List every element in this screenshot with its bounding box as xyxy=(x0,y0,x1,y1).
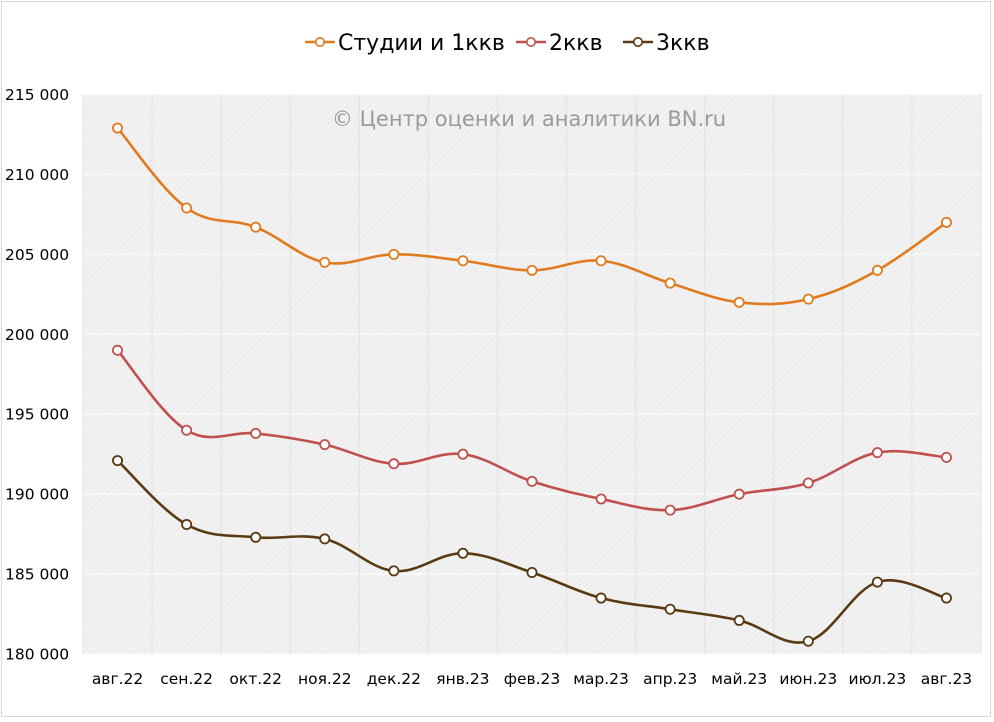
data-point xyxy=(595,592,607,604)
data-point xyxy=(526,475,538,487)
data-point xyxy=(802,477,814,489)
series-1 xyxy=(112,122,952,308)
y-tick-label: 205 000 xyxy=(5,246,69,264)
data-point xyxy=(388,565,400,577)
data-point xyxy=(664,603,676,615)
data-point xyxy=(664,504,676,516)
data-point xyxy=(733,614,745,626)
legend-item: 2ккв xyxy=(516,31,603,56)
data-point xyxy=(112,455,124,467)
data-point xyxy=(595,255,607,267)
data-point xyxy=(664,277,676,289)
plot-area xyxy=(83,94,981,654)
x-tick-label: ноя.22 xyxy=(298,670,352,688)
x-tick-label: фев.23 xyxy=(504,670,561,688)
x-tick-label: сен.22 xyxy=(160,670,213,688)
data-point xyxy=(319,533,331,545)
x-tick-label: окт.22 xyxy=(229,670,282,688)
series-3 xyxy=(112,455,952,647)
y-tick-label: 215 000 xyxy=(5,86,69,104)
data-point xyxy=(181,202,193,214)
data-point xyxy=(802,293,814,305)
data-point xyxy=(112,122,124,134)
data-point xyxy=(112,344,124,356)
y-tick-label: 180 000 xyxy=(5,646,69,664)
legend-label: 3ккв xyxy=(656,31,710,56)
data-point xyxy=(733,296,745,308)
data-point xyxy=(319,439,331,451)
x-tick-label: мар.23 xyxy=(573,670,629,688)
x-axis-ticks: авг.22 сен.22 окт.22 ноя.22 дек.22 янв.23 фев.… xyxy=(92,670,972,688)
data-point xyxy=(802,635,814,647)
data-point xyxy=(388,458,400,470)
data-point xyxy=(181,424,193,436)
data-point xyxy=(457,255,469,267)
legend-item: Студии и 1ккв xyxy=(305,31,505,56)
watermark: © Центр оценки и аналитики BN.ru xyxy=(332,107,726,131)
y-tick-label: 195 000 xyxy=(5,406,69,424)
legend-label: Студии и 1ккв xyxy=(338,31,505,56)
legend-point-marker xyxy=(632,36,643,47)
data-point xyxy=(319,256,331,268)
legend-item: 3ккв xyxy=(623,31,710,56)
series-2 xyxy=(112,344,952,516)
y-tick-label: 190 000 xyxy=(5,486,69,504)
y-tick-label: 200 000 xyxy=(5,326,69,344)
y-tick-label: 210 000 xyxy=(5,166,69,184)
data-point xyxy=(457,448,469,460)
series-layer xyxy=(112,122,952,647)
data-point xyxy=(388,248,400,260)
legend-label: 2ккв xyxy=(549,31,603,56)
data-point xyxy=(457,547,469,559)
data-point xyxy=(871,264,883,276)
x-tick-label: апр.23 xyxy=(643,670,697,688)
x-tick-label: май.23 xyxy=(711,670,767,688)
legend-point-marker xyxy=(314,36,325,47)
gridlines xyxy=(82,93,982,655)
x-tick-label: июл.23 xyxy=(849,670,907,688)
data-point xyxy=(940,451,952,463)
data-point xyxy=(526,264,538,276)
data-point xyxy=(595,493,607,505)
y-tick-label: 185 000 xyxy=(5,566,69,584)
x-tick-label: янв.23 xyxy=(436,670,489,688)
data-point xyxy=(250,427,262,439)
y-axis-ticks: 180 000 185 000 190 000 195 000 200 000 205 0… xyxy=(5,86,69,664)
data-point xyxy=(871,576,883,588)
data-point xyxy=(940,216,952,228)
x-tick-label: авг.22 xyxy=(92,670,143,688)
x-tick-label: авг.23 xyxy=(921,670,972,688)
x-tick-label: дек.22 xyxy=(367,670,421,688)
x-tick-label: июн.23 xyxy=(779,670,837,688)
data-point xyxy=(250,221,262,233)
legend-point-marker xyxy=(525,36,536,47)
data-point xyxy=(526,566,538,578)
data-point xyxy=(871,447,883,459)
data-point xyxy=(733,488,745,500)
data-point xyxy=(250,531,262,543)
legend: Студии и 1ккв 2ккв 3ккв xyxy=(305,31,710,56)
data-point xyxy=(940,592,952,604)
data-point xyxy=(181,519,193,531)
